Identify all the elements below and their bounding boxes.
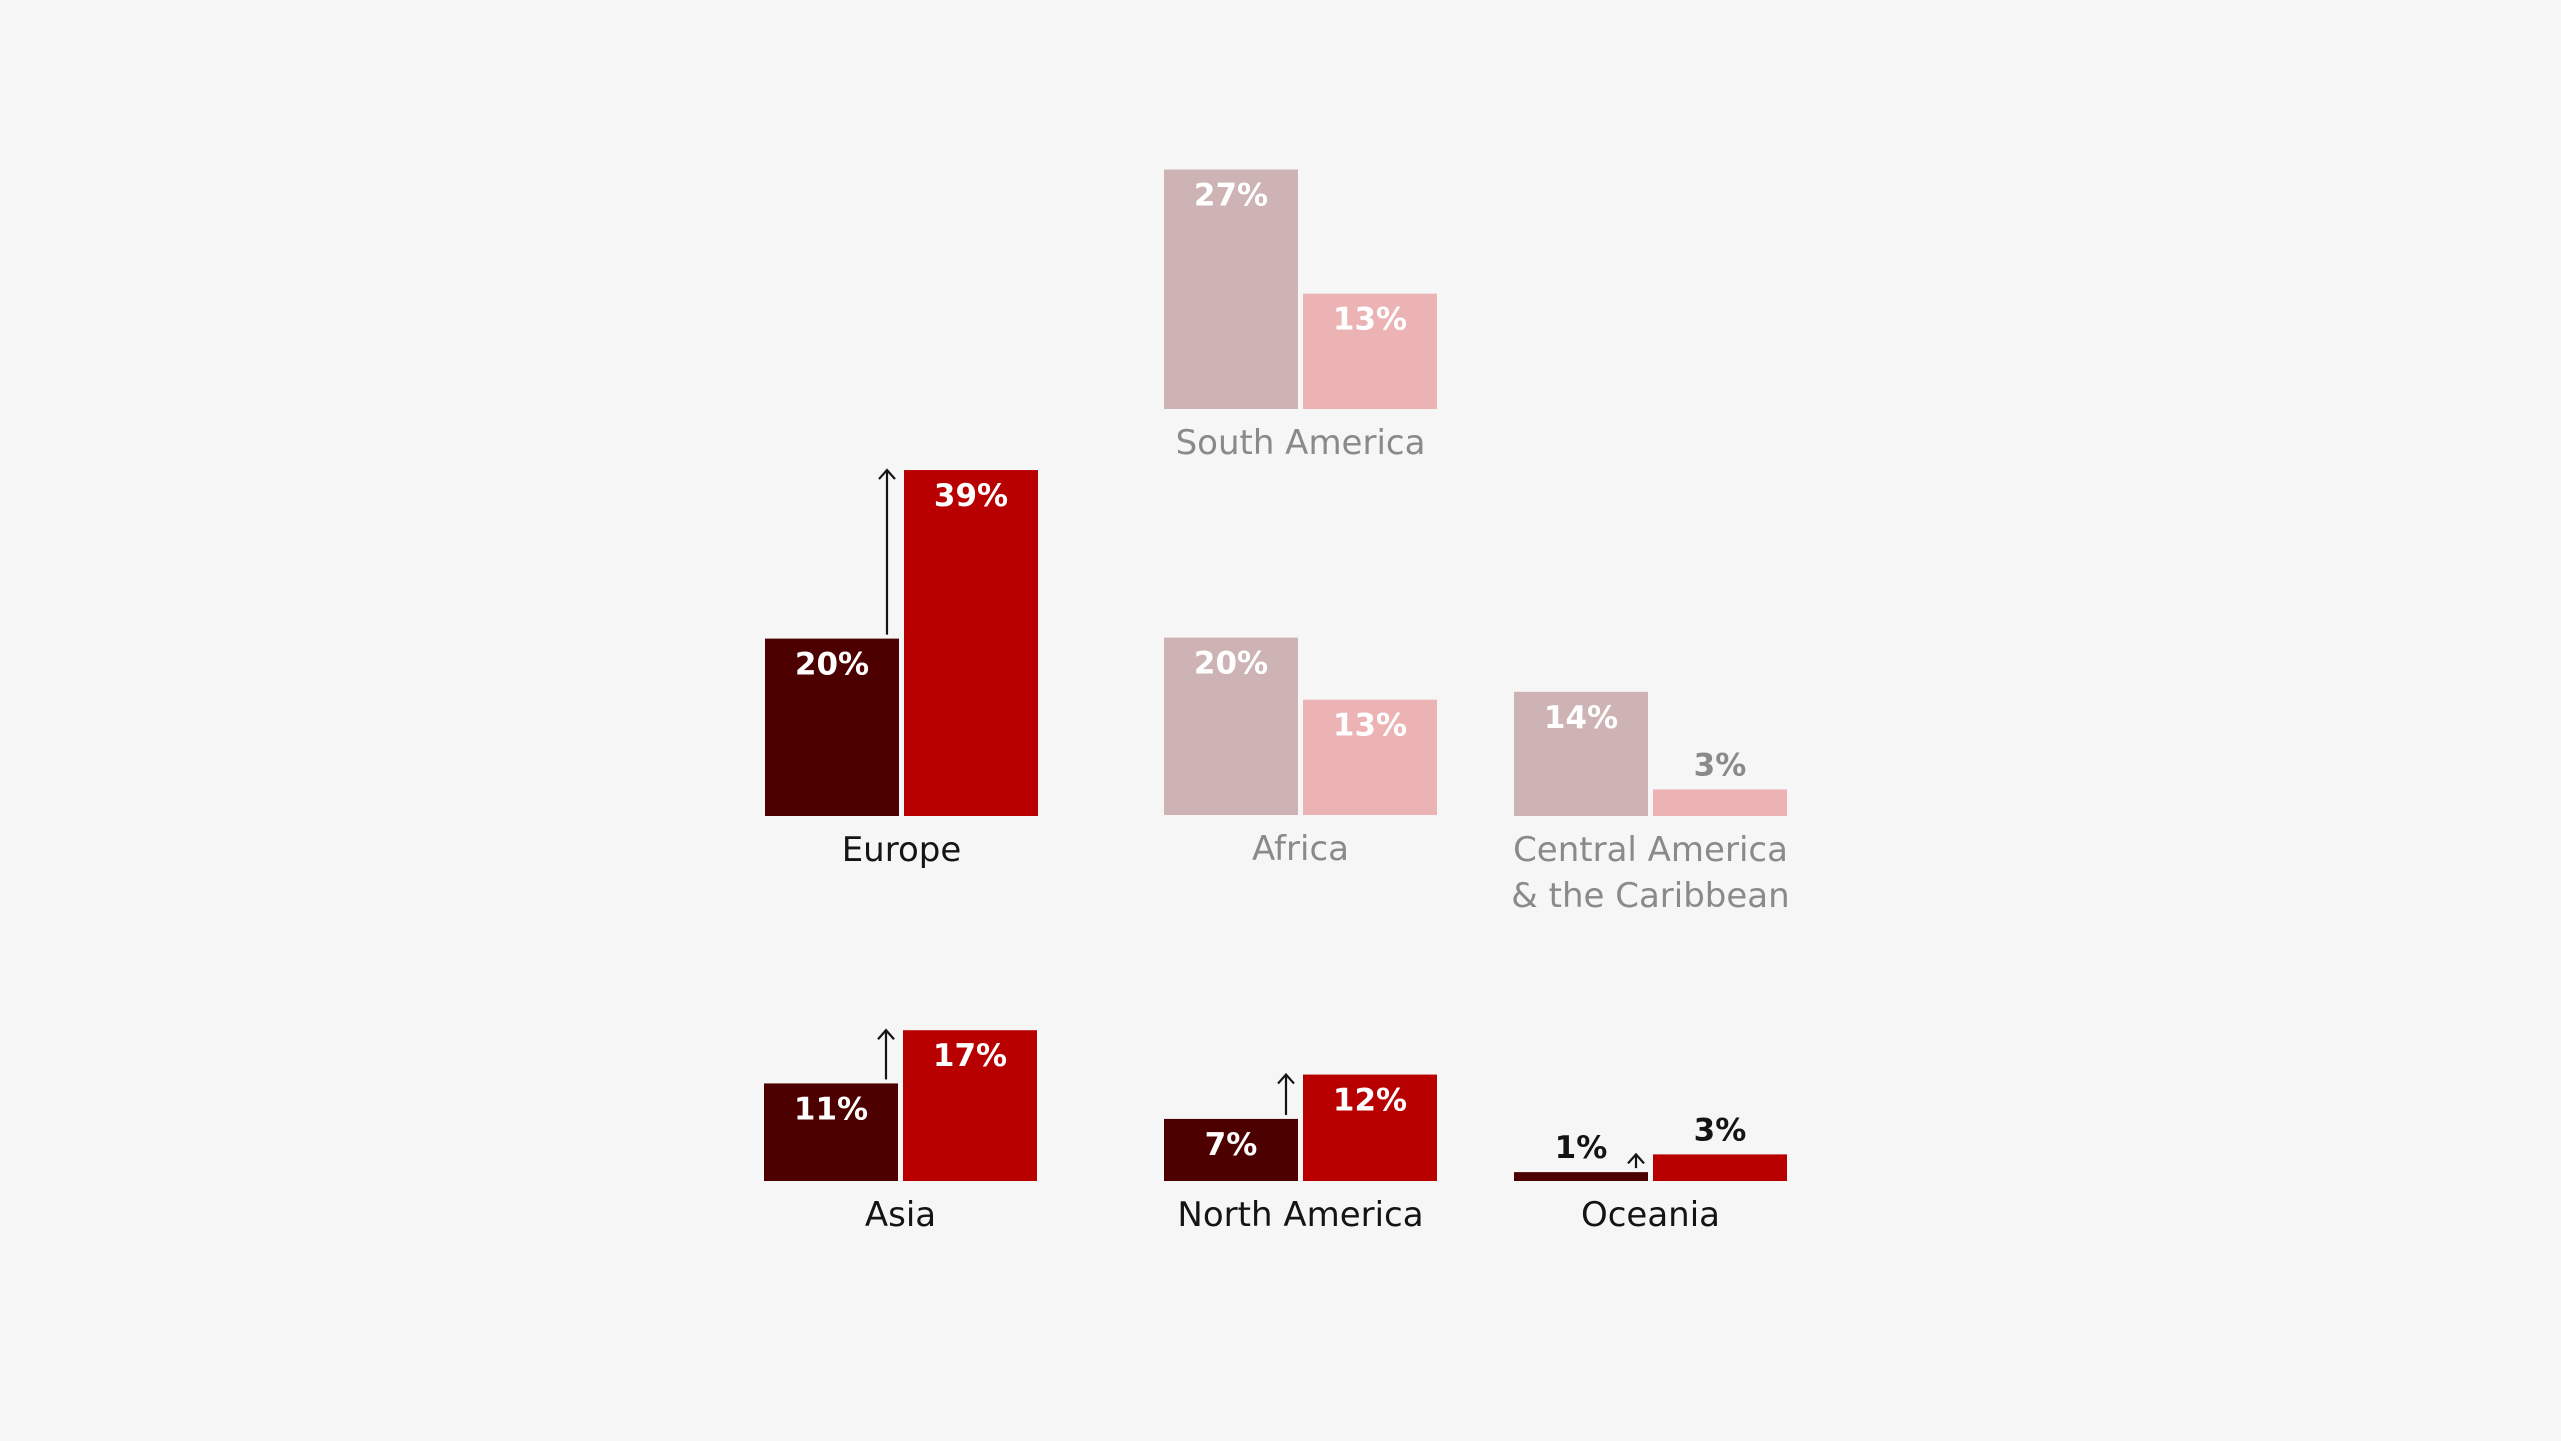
value-label-before-oceania: 1% xyxy=(1555,1130,1608,1166)
increase-arrow-europe xyxy=(878,468,896,635)
bar-before-north-america xyxy=(1164,1118,1298,1181)
value-label-after-central-america-and-the-caribbean: 3% xyxy=(1694,747,1747,783)
bar-before-europe xyxy=(765,638,899,816)
value-label-before-africa: 20% xyxy=(1194,646,1268,682)
region-label-central-america-and-the-caribbean-line-1: Central America xyxy=(1513,830,1788,870)
bar-after-south-america xyxy=(1303,293,1437,409)
region-label-oceania: Oceania xyxy=(1581,1195,1720,1235)
value-label-after-asia: 17% xyxy=(933,1038,1007,1074)
panel-central-america-and-the-caribbean: 14% 3% Central America & the Caribbean xyxy=(1511,691,1790,916)
bar-before-africa xyxy=(1164,637,1298,815)
value-label-before-central-america-and-the-caribbean: 14% xyxy=(1544,700,1618,736)
panel-south-america: 27% 13% South America xyxy=(1164,169,1437,463)
value-label-after-oceania: 3% xyxy=(1694,1112,1747,1148)
bar-after-oceania xyxy=(1653,1154,1787,1181)
region-label-africa: Africa xyxy=(1252,829,1349,869)
increase-arrow-north-america xyxy=(1277,1072,1295,1115)
region-label-north-america: North America xyxy=(1177,1195,1423,1235)
bar-before-asia xyxy=(764,1083,898,1181)
value-label-after-north-america: 12% xyxy=(1333,1083,1407,1119)
increase-arrow-oceania xyxy=(1627,1152,1645,1169)
value-label-before-south-america: 27% xyxy=(1194,178,1268,214)
bar-before-south-america xyxy=(1164,169,1298,409)
region-label-central-america-and-the-caribbean-line-2: & the Caribbean xyxy=(1511,876,1789,916)
panel-europe: 20% 39% Europe xyxy=(765,468,1038,870)
bar-after-africa xyxy=(1303,699,1437,815)
region-label-asia: Asia xyxy=(865,1195,936,1235)
region-label-south-america: South America xyxy=(1176,423,1426,463)
bar-before-central-america-and-the-caribbean xyxy=(1514,691,1648,816)
panel-north-america: 7% 12% North America xyxy=(1164,1072,1437,1235)
panel-africa: 20% 13% Africa xyxy=(1164,637,1437,869)
value-label-after-europe: 39% xyxy=(934,478,1008,514)
region-label-europe: Europe xyxy=(842,830,962,870)
bar-before-oceania xyxy=(1514,1172,1648,1181)
bar-after-europe xyxy=(904,470,1038,816)
value-label-before-asia: 11% xyxy=(794,1091,868,1127)
value-label-after-south-america: 13% xyxy=(1333,302,1407,338)
value-label-before-north-america: 7% xyxy=(1205,1127,1258,1163)
value-label-before-europe: 20% xyxy=(795,647,869,683)
bar-after-asia xyxy=(903,1030,1037,1181)
value-label-after-africa: 13% xyxy=(1333,708,1407,744)
increase-arrow-asia xyxy=(877,1028,895,1080)
panel-asia: 11% 17% Asia xyxy=(764,1028,1037,1235)
bar-after-central-america-and-the-caribbean xyxy=(1653,789,1787,816)
chart-marks: 20% 39% Europe 11% 17% Asia 7% 12% North America… xyxy=(764,169,1790,1235)
panel-oceania: 1% 3% Oceania xyxy=(1514,1112,1787,1235)
bar-after-north-america xyxy=(1303,1074,1437,1181)
